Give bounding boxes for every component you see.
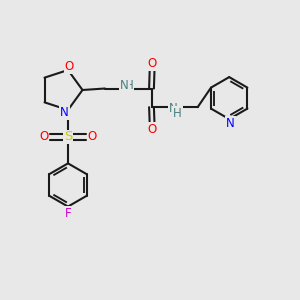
Text: O: O (39, 130, 49, 143)
Text: S: S (64, 130, 72, 143)
Text: H: H (124, 79, 134, 92)
Text: O: O (148, 123, 157, 136)
Text: O: O (148, 57, 157, 70)
Text: O: O (65, 60, 74, 73)
Text: N: N (169, 102, 178, 115)
Text: O: O (87, 130, 97, 143)
Text: N: N (226, 117, 235, 130)
Text: N: N (120, 79, 129, 92)
Text: N: N (60, 106, 69, 119)
Text: H: H (173, 107, 182, 120)
Text: F: F (65, 207, 71, 220)
